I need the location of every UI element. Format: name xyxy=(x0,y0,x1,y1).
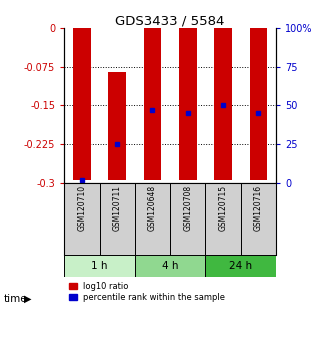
Bar xyxy=(135,255,205,276)
Bar xyxy=(249,28,267,180)
Bar xyxy=(179,28,196,180)
Bar xyxy=(205,183,241,255)
Text: 24 h: 24 h xyxy=(229,261,252,271)
Bar xyxy=(205,255,276,276)
Bar xyxy=(214,28,232,180)
Bar xyxy=(241,183,276,255)
Text: GSM120648: GSM120648 xyxy=(148,185,157,231)
Text: GSM120708: GSM120708 xyxy=(183,185,192,231)
Text: ▶: ▶ xyxy=(24,294,31,304)
Bar xyxy=(143,28,161,180)
Title: GDS3433 / 5584: GDS3433 / 5584 xyxy=(116,14,225,27)
Text: time: time xyxy=(3,294,27,304)
Text: GSM120711: GSM120711 xyxy=(113,185,122,231)
Bar xyxy=(108,72,126,180)
Text: GSM120710: GSM120710 xyxy=(77,185,86,231)
Legend: log10 ratio, percentile rank within the sample: log10 ratio, percentile rank within the … xyxy=(68,281,226,303)
Bar xyxy=(64,255,135,276)
Text: 1 h: 1 h xyxy=(91,261,108,271)
Text: GSM120715: GSM120715 xyxy=(219,185,228,231)
Bar xyxy=(135,183,170,255)
Text: 4 h: 4 h xyxy=(162,261,178,271)
Text: GSM120716: GSM120716 xyxy=(254,185,263,231)
Bar xyxy=(170,183,205,255)
Bar xyxy=(100,183,135,255)
Bar xyxy=(73,28,91,180)
Bar xyxy=(64,183,100,255)
